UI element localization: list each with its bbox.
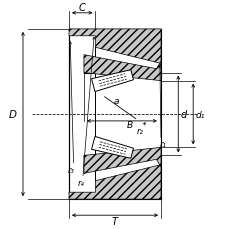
Text: B: B: [126, 120, 132, 129]
Polygon shape: [91, 137, 133, 158]
Text: T: T: [112, 216, 117, 226]
Polygon shape: [84, 55, 160, 81]
Polygon shape: [69, 30, 160, 199]
Text: a: a: [113, 96, 119, 105]
Polygon shape: [69, 30, 160, 64]
Text: d₁: d₁: [195, 110, 204, 119]
Text: r₄: r₄: [78, 179, 85, 188]
Text: r₃: r₃: [68, 165, 74, 174]
Text: d: d: [180, 109, 186, 120]
Polygon shape: [84, 148, 160, 174]
Text: D: D: [9, 109, 16, 120]
Text: r₂: r₂: [136, 126, 143, 135]
Text: r₁: r₁: [159, 140, 166, 149]
Polygon shape: [69, 165, 160, 199]
Polygon shape: [91, 71, 133, 92]
Text: C: C: [79, 3, 85, 13]
